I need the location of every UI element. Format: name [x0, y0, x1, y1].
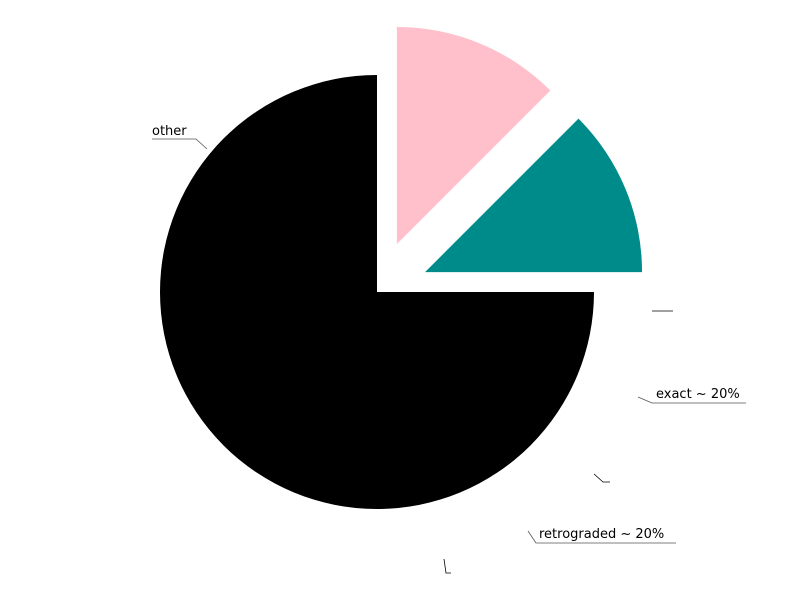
leader-exact — [637, 396, 746, 404]
slice-other — [160, 75, 594, 509]
stub-retrograded — [593, 473, 610, 483]
leader-lines — [152, 138, 746, 574]
leader-other — [152, 138, 208, 150]
slice-label-exact: exact ~ 20% — [656, 387, 740, 402]
slice-exact — [396, 26, 551, 244]
stub-retrograded-2 — [443, 558, 451, 574]
slice-label-other: other — [152, 124, 187, 139]
leader-retrograded — [527, 530, 676, 544]
slice-retrograded — [425, 118, 643, 273]
pie-slices — [160, 26, 643, 509]
slice-label-retrograded: retrograded ~ 20% — [539, 527, 664, 542]
